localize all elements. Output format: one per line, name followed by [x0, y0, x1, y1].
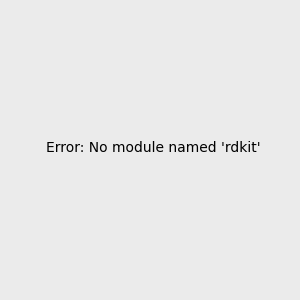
Text: Error: No module named 'rdkit': Error: No module named 'rdkit' — [46, 140, 261, 154]
